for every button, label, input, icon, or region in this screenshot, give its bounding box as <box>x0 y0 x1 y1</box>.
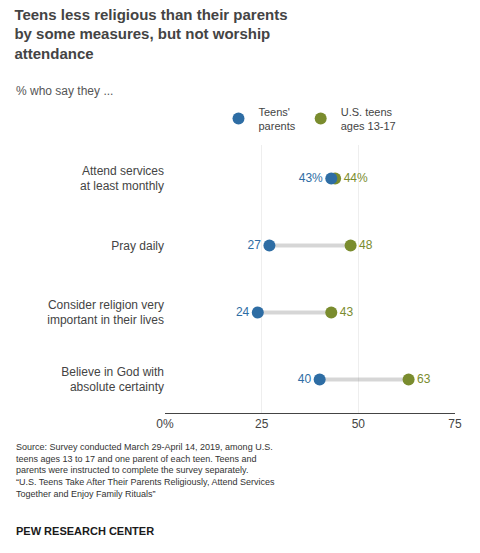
svg-text:48: 48 <box>359 238 373 252</box>
svg-text:50: 50 <box>352 417 366 431</box>
svg-text:% who say they ...: % who say they ... <box>16 84 113 98</box>
svg-text:PEW RESEARCH CENTER: PEW RESEARCH CENTER <box>16 525 154 537</box>
svg-text:Pray daily: Pray daily <box>111 239 164 253</box>
svg-text:Source: Survey conducted March: Source: Survey conducted March 29-April … <box>16 442 275 499</box>
svg-text:Believe in God withabsolute ce: Believe in God withabsolute certainty <box>61 365 164 395</box>
svg-text:Teens'parents: Teens'parents <box>259 106 296 132</box>
svg-text:75: 75 <box>448 417 462 431</box>
svg-text:Attend servicesat least monthl: Attend servicesat least monthly <box>80 164 164 194</box>
svg-text:24: 24 <box>236 305 250 319</box>
svg-text:40: 40 <box>298 372 312 386</box>
svg-text:44%: 44% <box>344 171 368 185</box>
svg-text:25: 25 <box>255 417 269 431</box>
svg-text:Consider religion veryimportan: Consider religion veryimportant in their… <box>47 298 164 328</box>
svg-text:63: 63 <box>417 372 431 386</box>
svg-text:43%: 43% <box>299 171 323 185</box>
svg-text:27: 27 <box>248 238 262 252</box>
svg-text:Teens less religious than thei: Teens less religious than their parentsb… <box>14 6 287 62</box>
svg-text:43: 43 <box>340 305 354 319</box>
svg-text:0%: 0% <box>156 417 174 431</box>
svg-text:U.S. teensages 13-17: U.S. teensages 13-17 <box>341 106 396 132</box>
